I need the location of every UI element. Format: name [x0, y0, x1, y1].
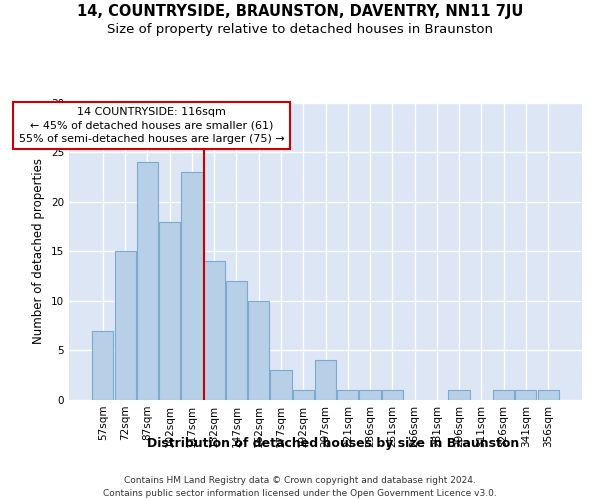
Bar	[448, 390, 470, 400]
Bar	[493, 390, 514, 400]
Bar	[159, 222, 180, 400]
Text: Distribution of detached houses by size in Braunston: Distribution of detached houses by size …	[147, 438, 519, 450]
Bar	[226, 281, 247, 400]
Text: 14 COUNTRYSIDE: 116sqm
← 45% of detached houses are smaller (61)
55% of semi-det: 14 COUNTRYSIDE: 116sqm ← 45% of detached…	[19, 108, 285, 144]
Bar	[359, 390, 380, 400]
Bar	[181, 172, 203, 400]
Bar	[515, 390, 536, 400]
Bar	[137, 162, 158, 400]
Bar	[92, 330, 113, 400]
Bar	[271, 370, 292, 400]
Bar	[538, 390, 559, 400]
Text: 14, COUNTRYSIDE, BRAUNSTON, DAVENTRY, NN11 7JU: 14, COUNTRYSIDE, BRAUNSTON, DAVENTRY, NN…	[77, 4, 523, 19]
Y-axis label: Number of detached properties: Number of detached properties	[32, 158, 46, 344]
Bar	[203, 261, 225, 400]
Bar	[248, 301, 269, 400]
Bar	[382, 390, 403, 400]
Bar	[293, 390, 314, 400]
Text: Size of property relative to detached houses in Braunston: Size of property relative to detached ho…	[107, 22, 493, 36]
Text: Contains HM Land Registry data © Crown copyright and database right 2024.
Contai: Contains HM Land Registry data © Crown c…	[103, 476, 497, 498]
Bar	[337, 390, 358, 400]
Bar	[115, 252, 136, 400]
Bar	[315, 360, 336, 400]
